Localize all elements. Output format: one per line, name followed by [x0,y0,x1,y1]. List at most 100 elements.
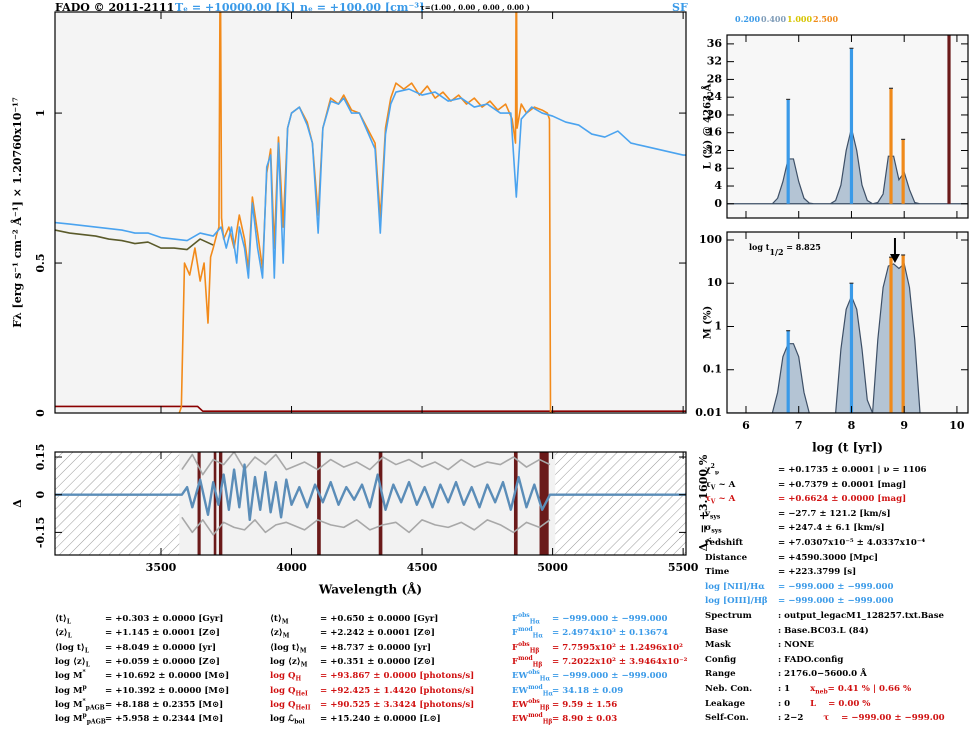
stats-value: : 1 [778,684,791,694]
stats-label: σsys [705,523,778,534]
x-tick-label: 9 [900,419,908,432]
y-tick-label: 0.1 [703,363,722,376]
text-part: Δ [697,542,710,551]
legend-entry: 2.500 [813,14,838,24]
text-part: χ [705,465,711,475]
bar [889,88,893,204]
text-part: log [NII]/Hα [705,581,765,592]
plot-area [727,254,968,413]
text-part: F [512,614,519,624]
stats-value: = +7.0307x10⁻⁵ ± 4.0337x10⁻⁴ [778,538,926,548]
stats-row: log M* = +10.692 ± 0.0000 [M⊙] [55,669,229,683]
panel-frame [54,451,687,556]
stats-row: ⟨log t⟩L = +8.049 ± 0.0000 [yr] [55,641,216,655]
stats-value: = 34.18 ± 0.09 [552,685,624,696]
stats-label: τV ~ A [705,479,778,491]
mask-region [317,452,321,555]
text-part: ~ A [715,479,736,490]
stats-row: σsys = +247.4 ± 6.1 [km/s] [705,521,885,535]
text-part: ⟨t⟩ [55,614,67,624]
text-part: mod [528,683,543,691]
stats-value: = +8.049 ± 0.0000 [yr] [105,642,217,653]
text-part: log ℒ [270,714,295,725]
text-part: σ [705,523,712,534]
bar [849,48,854,204]
fit-range [179,452,556,555]
stats-label: log ⟨z⟩L [55,657,105,668]
stats-label: Distance [705,553,778,563]
stats-value: = +93.867 ± 0.0000 [photons/s] [320,671,475,682]
text-part: Hα [529,618,540,626]
stats-label: Neb. Con. [705,684,778,694]
mask-region [513,452,518,555]
text-part: V [710,498,716,506]
stats-value: = −999.000 ± −999.000 [552,671,668,682]
stats-label: log [OIII]/Hβ [705,596,778,606]
y-tick-label: 4 [714,179,722,192]
stats-value: = +0.059 ± 0.0000 [Z⊙] [105,656,220,667]
stats-row: log MppAGB = +5.958 ± 0.2344 [M⊙] [55,712,223,726]
x-axis-label: log (t [yr]) [812,441,883,455]
x-tick-label: 7 [795,419,803,432]
stats-value: = 7.7595x10² ± 1.2496x10² [552,642,683,653]
y-tick-label: 32 [707,55,722,68]
plot-area [55,12,686,413]
stats-row: Mask: NONE [705,638,814,652]
stats-label: ⟨t⟩M [270,614,320,625]
stats-value: = +10.392 ± 0.0000 [M⊙] [105,685,230,696]
stats-label: ⟨log t⟩M [270,643,320,654]
stats-value: : 0 [778,698,791,709]
y-tick-label: 0.15 [34,444,47,471]
text-part: λ [703,537,713,543]
text-part: L [810,698,817,709]
stats-value: = 9.59 ± 1.56 [552,699,618,710]
text-part: p [82,683,87,691]
text-part: H [295,675,302,683]
y-tick-label: -0.15 [34,517,47,548]
x-tick-label: 8 [848,419,856,432]
panel-frame [726,231,969,414]
stats-label: vsys [705,509,778,520]
series-line [181,516,551,536]
text-part: redshift [705,538,744,548]
stats-row: EWobsHβ = 9.59 ± 1.56 [512,698,617,712]
stats-row: Range: 2176.0−5600.0 Å [705,667,867,681]
series-line [178,12,556,413]
text-part: neb [815,688,828,696]
x-axis-label: Wavelength (Å) [318,582,422,597]
stats-value: = +0.7379 ± 0.0001 [mag] [778,479,907,490]
stats-value: = +0.351 ± 0.0000 [Z⊙] [320,656,435,667]
stats-row: log ℒbol = +15.240 ± 0.0000 [L⊙] [270,712,441,726]
x-tick-label: 10 [949,419,965,432]
text-part: F [512,628,519,639]
text-part: L [67,633,72,641]
stats-extra: xneb= 0.41 % | 0.66 % [810,684,911,696]
text-part: pAGB [86,718,106,726]
text-part: = 0.00 % [816,698,871,709]
series-line [55,405,686,412]
stats-label: FmodHα [512,627,552,640]
y-axis-label: Δ [11,499,24,508]
stats-label: EWobsHα [512,670,552,683]
text-part: Neb. Con. [705,684,753,694]
stats-value: : Base.BC03.L (84) [778,625,869,636]
text-part: Mask [705,640,731,651]
y-tick-label: 10 [707,276,723,289]
stats-label: EWmodHα [512,683,553,697]
text-part: Self-Con. [705,713,749,724]
stats-label: log ⟨z⟩M [270,657,320,668]
stats-value: = +90.525 ± 3.3424 [photons/s] [320,699,475,710]
text-part: Hβ [542,718,553,726]
plot-area [55,452,686,555]
plot-area [727,35,968,205]
x-tick-label: 5500 [668,561,699,574]
y-tick-label: 16 [707,126,723,139]
stats-row: ⟨log t⟩M = +8.737 ± 0.0000 [yr] [270,641,431,655]
text-part: HeII [295,704,311,712]
text-part: Hβ [532,661,543,669]
text-part: HeI [295,690,308,698]
y-tick-label: 1 [714,319,722,332]
panel-frame [726,34,969,219]
x-tick-label: 4000 [276,561,307,574]
mask-region [213,452,217,555]
